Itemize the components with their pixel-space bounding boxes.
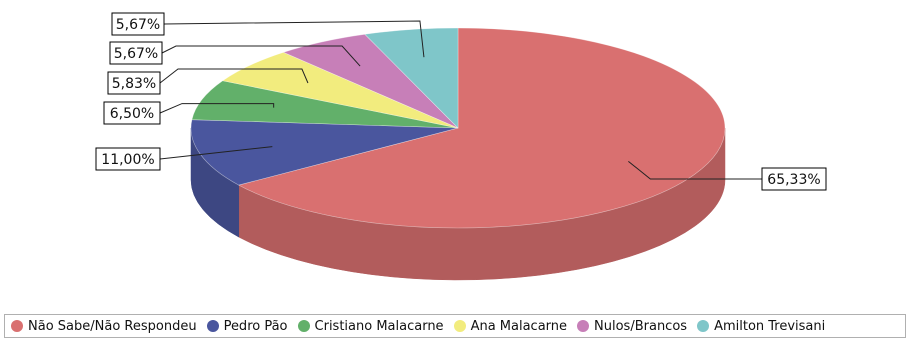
data-label-box-5 [111, 12, 165, 36]
data-label-box-3 [107, 71, 161, 95]
legend-item-3: Ana Malacarne [453, 318, 568, 334]
data-label-box-2 [103, 101, 161, 125]
data-label-5: 5,67% [116, 17, 160, 33]
legend-swatch-4 [577, 320, 590, 332]
data-label-box-0 [761, 167, 827, 191]
data-label-2: 6,50% [110, 106, 154, 122]
legend-item-4: Nulos/Brancos [577, 319, 687, 334]
legend-item-5: Amilton Trevisani [697, 319, 825, 334]
data-label-4: 5,67% [114, 46, 158, 62]
pie-slice-0 [237, 27, 726, 229]
legend-label-5: Amilton Trevisani [714, 318, 826, 334]
legend-item-0: Não Sabe/Não Respondeu [11, 319, 197, 334]
leader-line-1 [159, 146, 273, 160]
legend-swatch-2 [297, 320, 310, 332]
leader-line-4 [161, 45, 361, 67]
pie-slice-2 [191, 80, 459, 129]
legend-item-1: Pedro Pão [206, 318, 288, 334]
pie-top [190, 27, 726, 229]
legend-label-1: Pedro Pão [223, 318, 288, 334]
legend-label-0: Não Sabe/Não Respondeu [28, 318, 197, 334]
legend-label-2: Cristiano Malacarne [314, 318, 444, 334]
leader-line-0 [628, 160, 762, 180]
pie-slice-5 [364, 27, 459, 129]
data-label-box-4 [109, 41, 163, 65]
legend-swatch-1 [206, 320, 219, 332]
legend-label-4: Nulos/Brancos [594, 318, 688, 334]
pie-slice-1 [190, 119, 459, 186]
legend: Não Sabe/Não Respondeu Pedro Pão Cristiano… [4, 314, 906, 338]
legend-label-3: Ana Malacarne [470, 318, 568, 334]
leader-line-3 [159, 68, 309, 84]
pie-chart: 65,33% 11,00% 6,50% 5,83% 5,67% 5,67% [95, 12, 827, 281]
data-label-0: 65,33% [767, 172, 820, 188]
leader-line-5 [163, 20, 425, 58]
legend-swatch-0 [11, 320, 23, 332]
data-label-3: 5,83% [112, 76, 156, 92]
leader-line-2 [159, 103, 275, 114]
legend-swatch-3 [453, 320, 466, 332]
data-label-box-1 [95, 147, 161, 171]
legend-swatch-5 [697, 320, 710, 332]
data-label-1: 11,00% [101, 152, 154, 168]
legend-item-2: Cristiano Malacarne [297, 318, 444, 334]
data-labels: 65,33% 11,00% 6,50% 5,83% 5,67% 5,67% [95, 12, 827, 191]
